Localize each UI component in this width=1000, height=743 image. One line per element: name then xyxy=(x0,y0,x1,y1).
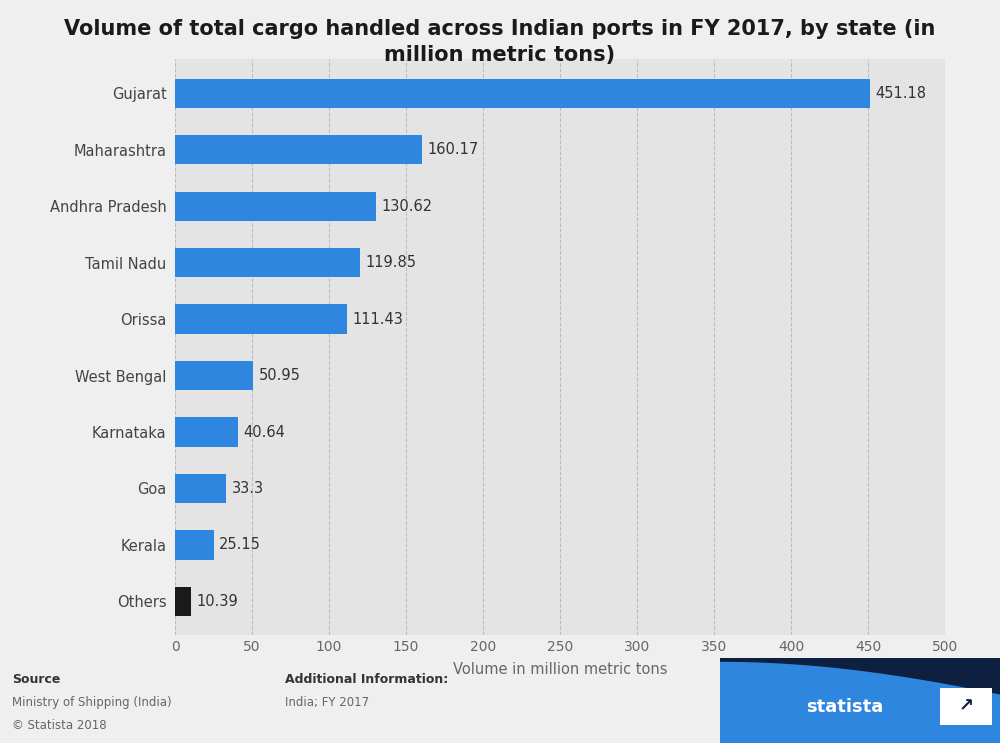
FancyBboxPatch shape xyxy=(940,688,992,724)
Text: Additional Information:: Additional Information: xyxy=(285,673,448,686)
Text: statista: statista xyxy=(806,698,884,716)
Bar xyxy=(175,79,870,108)
Bar xyxy=(175,418,238,447)
Bar xyxy=(175,587,191,616)
Text: 10.39: 10.39 xyxy=(196,594,238,609)
Bar xyxy=(175,361,253,390)
Text: 40.64: 40.64 xyxy=(243,424,285,440)
X-axis label: Volume in million metric tons: Volume in million metric tons xyxy=(453,663,667,678)
Text: India; FY 2017: India; FY 2017 xyxy=(285,696,369,709)
Text: 130.62: 130.62 xyxy=(382,198,433,214)
Text: ↗: ↗ xyxy=(958,697,974,716)
Text: © Statista 2018: © Statista 2018 xyxy=(12,719,107,732)
Bar xyxy=(175,305,347,334)
FancyBboxPatch shape xyxy=(720,658,1000,743)
Bar xyxy=(175,192,376,221)
Text: 25.15: 25.15 xyxy=(219,537,261,553)
Text: 119.85: 119.85 xyxy=(365,255,416,270)
Text: 50.95: 50.95 xyxy=(259,368,301,383)
Text: 33.3: 33.3 xyxy=(232,481,264,496)
Bar xyxy=(175,248,360,277)
Text: 451.18: 451.18 xyxy=(875,85,926,101)
Text: ↗: ↗ xyxy=(956,697,974,717)
Bar xyxy=(175,531,214,559)
Text: Ministry of Shipping (India): Ministry of Shipping (India) xyxy=(12,696,172,709)
Text: Source: Source xyxy=(12,673,60,686)
Polygon shape xyxy=(720,662,1000,743)
Bar xyxy=(175,474,226,503)
Text: 160.17: 160.17 xyxy=(427,142,478,158)
Text: Volume of total cargo handled across Indian ports in FY 2017, by state (in
milli: Volume of total cargo handled across Ind… xyxy=(64,19,936,65)
Bar xyxy=(175,135,422,164)
Text: 111.43: 111.43 xyxy=(352,311,403,327)
